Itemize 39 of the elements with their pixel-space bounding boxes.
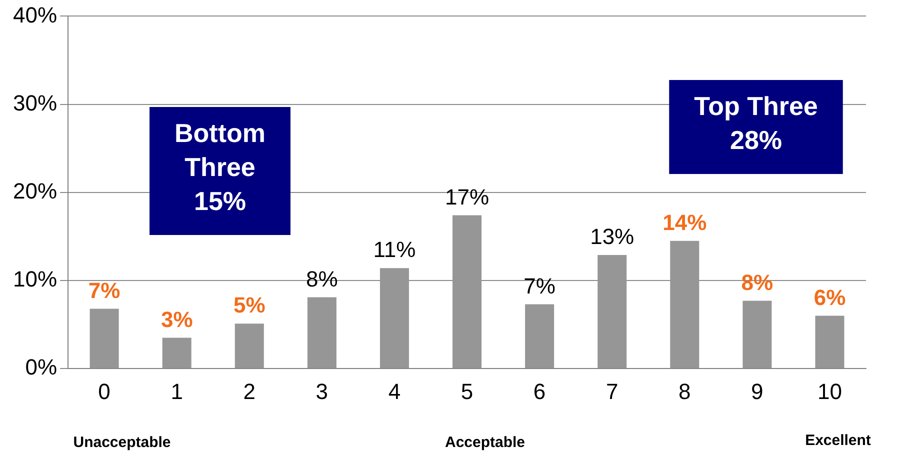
data-label: 5%: [233, 292, 266, 318]
y-tick-label: 30%: [12, 90, 58, 116]
annotation: Bottom Three 15%: [174, 118, 266, 216]
x-tick-label: 3: [316, 378, 328, 404]
x-tick-label: 1: [170, 378, 183, 404]
data-label: 13%: [590, 224, 634, 250]
y-tick-label: 20%: [12, 178, 58, 204]
annotation: Top Three 28%: [694, 91, 818, 156]
bar: [90, 308, 119, 368]
bar: [307, 297, 336, 368]
x-tick-label: 0: [98, 378, 110, 404]
x-tick-label: 2: [243, 378, 256, 404]
x-tick-label: 9: [751, 378, 764, 404]
bar: [815, 316, 844, 368]
x-tick-label: 10: [817, 378, 842, 404]
data-label: 14%: [662, 210, 707, 235]
y-tick-label: 10%: [12, 266, 58, 292]
data-label: 11%: [373, 237, 416, 262]
data-label: 3%: [160, 306, 193, 332]
bar: [162, 338, 192, 368]
text: Unacceptable: [73, 434, 171, 452]
y-tick-label: 0%: [25, 354, 58, 380]
x-tick-label: 8: [678, 378, 691, 404]
x-tick-label: 6: [533, 378, 546, 404]
text: Acceptable: [444, 434, 526, 452]
bar: [234, 324, 264, 368]
x-tick-label: 4: [388, 378, 401, 404]
data-label: 17%: [444, 184, 490, 210]
data-label: 8%: [741, 270, 774, 295]
x-tick-label: 5: [460, 378, 474, 404]
bar: [742, 300, 772, 368]
x-tick-label: 7: [606, 378, 618, 404]
text: Excellent: [805, 432, 871, 450]
data-label: 6%: [814, 284, 846, 310]
data-label: 7%: [88, 278, 120, 303]
bar: [525, 304, 554, 368]
data-label: 7%: [524, 273, 556, 298]
y-tick-label: 40%: [12, 2, 58, 28]
data-label: 8%: [306, 266, 338, 292]
